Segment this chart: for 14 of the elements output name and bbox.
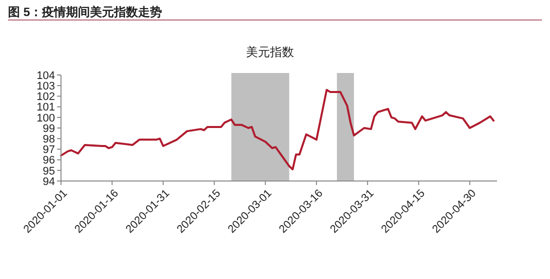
y-tick-label: 103 — [36, 80, 55, 92]
line-series — [60, 88, 495, 170]
y-tick-label: 102 — [36, 91, 55, 104]
y-tick-label: 101 — [36, 102, 55, 114]
chart-subtitle: 美元指数 — [246, 45, 294, 59]
y-tick-label: 104 — [36, 70, 55, 82]
chart-title: 图 5：疫情期间美元指数走势 — [8, 5, 162, 19]
y-tick-label: 98 — [42, 133, 55, 146]
y-tick-label: 99 — [42, 122, 55, 135]
y-tick-label: 97 — [42, 144, 55, 156]
y-tick-label: 96 — [42, 154, 55, 167]
y-tick-label: 95 — [42, 165, 55, 178]
y-tick-label: 100 — [36, 112, 55, 124]
y-tick-label: 94 — [42, 176, 55, 188]
